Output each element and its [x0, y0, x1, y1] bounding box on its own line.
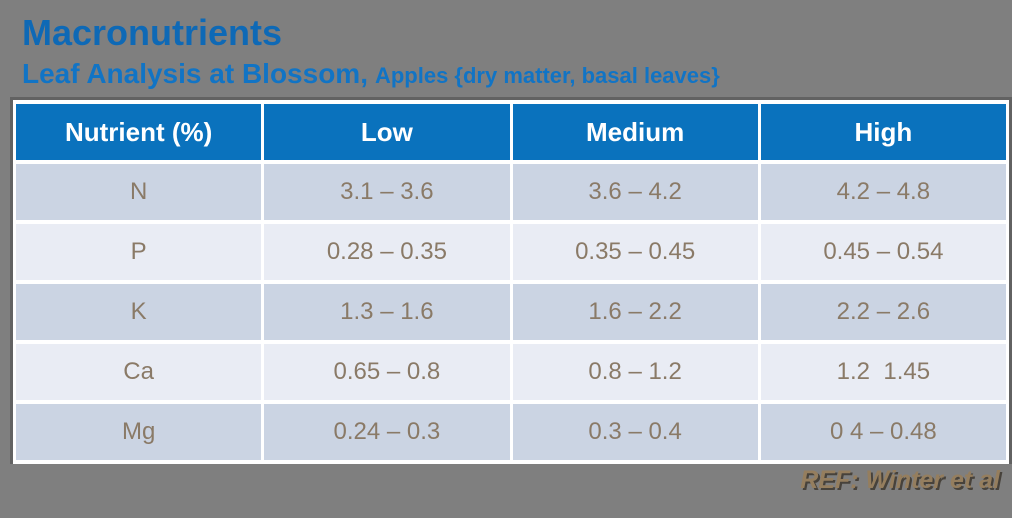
low-cell: 0.28 – 0.35	[264, 224, 510, 280]
nutrient-cell: K	[16, 284, 262, 340]
table-row-ca: Ca 0.65 – 0.8 0.8 – 1.2 1.2 1.45	[16, 344, 1006, 400]
medium-cell: 3.6 – 4.2	[512, 164, 758, 220]
low-cell: 1.3 – 1.6	[264, 284, 510, 340]
nutrient-table: Nutrient (%) Low Medium High N 3.1 – 3.6…	[10, 97, 1012, 464]
nutrient-cell: Ca	[16, 344, 262, 400]
medium-cell: 1.6 – 2.2	[512, 284, 758, 340]
slide-subtitle: Leaf Analysis at Blossom, Apples {dry mat…	[22, 58, 720, 90]
subtitle-detail: Apples {dry matter, basal leaves}	[374, 63, 720, 88]
nutrient-cell: Mg	[16, 404, 262, 460]
medium-cell: 0.35 – 0.45	[512, 224, 758, 280]
nutrient-cell: P	[16, 224, 262, 280]
column-header-high: High	[760, 104, 1006, 160]
medium-cell: 0.8 – 1.2	[512, 344, 758, 400]
table-header-row: Nutrient (%) Low Medium High	[16, 104, 1006, 160]
table-row-n: N 3.1 – 3.6 3.6 – 4.2 4.2 – 4.8	[16, 164, 1006, 220]
column-header-medium: Medium	[512, 104, 758, 160]
high-cell: 4.2 – 4.8	[760, 164, 1006, 220]
high-cell: 2.2 – 2.6	[760, 284, 1006, 340]
table-row-p: P 0.28 – 0.35 0.35 – 0.45 0.45 – 0.54	[16, 224, 1006, 280]
low-cell: 0.24 – 0.3	[264, 404, 510, 460]
subtitle-main: Leaf Analysis at Blossom,	[22, 58, 368, 89]
high-cell: 1.2 1.45	[760, 344, 1006, 400]
high-cell: 0.45 – 0.54	[760, 224, 1006, 280]
column-header-nutrient: Nutrient (%)	[16, 104, 262, 160]
nutrient-cell: N	[16, 164, 262, 220]
reference-text: REF: Winter et al	[800, 466, 1000, 494]
medium-cell: 0.3 – 0.4	[512, 404, 758, 460]
low-cell: 3.1 – 3.6	[264, 164, 510, 220]
high-cell: 0 4 – 0.48	[760, 404, 1006, 460]
table-row-mg: Mg 0.24 – 0.3 0.3 – 0.4 0 4 – 0.48	[16, 404, 1006, 460]
table-row-k: K 1.3 – 1.6 1.6 – 2.2 2.2 – 2.6	[16, 284, 1006, 340]
page-title: Macronutrients	[22, 12, 283, 53]
column-header-low: Low	[264, 104, 510, 160]
low-cell: 0.65 – 0.8	[264, 344, 510, 400]
